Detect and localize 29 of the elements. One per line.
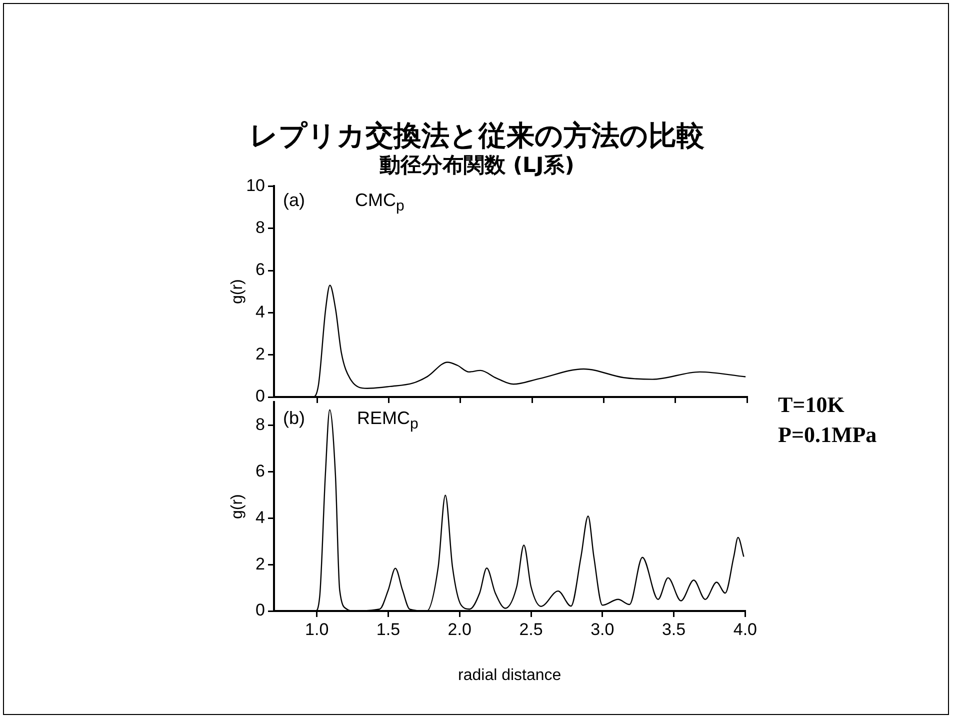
annotation: (a): [283, 190, 305, 211]
x-tick-label: 4.0: [733, 620, 758, 639]
annotation: (b): [283, 408, 305, 429]
y-tick-label: 0: [256, 386, 265, 406]
y-tick-label: 4: [256, 508, 265, 527]
x-tick-label: 1.5: [376, 620, 400, 639]
y-tick-label: 8: [256, 218, 265, 238]
x-tick-label: 3.0: [590, 620, 614, 639]
y-tick-label: 0: [256, 600, 265, 620]
y-axis-title: g(r): [229, 279, 246, 304]
x-axis-title: radial distance: [458, 666, 562, 684]
text: P=0.1MPa: [778, 422, 877, 448]
x-tick-label: 2.0: [448, 620, 472, 639]
chart-subtitle: 動径分布関数 (LJ系): [380, 153, 574, 177]
y-axis-title: g(r): [229, 494, 246, 520]
y-tick-label: 4: [256, 302, 265, 322]
y-tick-label: 6: [256, 260, 265, 280]
y-tick-label: 2: [256, 554, 265, 574]
y-tick-label: 10: [246, 176, 265, 195]
x-tick-label: 2.5: [519, 620, 543, 639]
annotation: CMC$_{p}$: [355, 190, 404, 215]
chart-title: レプリカ交換法と従来の方法の比較: [250, 119, 704, 152]
annotation: REMC$_{p}$: [357, 408, 418, 433]
y-tick-label: 6: [256, 461, 265, 480]
text: T=10K: [778, 392, 844, 418]
x-tick-label: 1.0: [305, 620, 329, 639]
y-tick-label: 8: [256, 415, 265, 434]
x-tick-label: 3.5: [662, 620, 686, 639]
y-tick-label: 2: [256, 344, 265, 364]
